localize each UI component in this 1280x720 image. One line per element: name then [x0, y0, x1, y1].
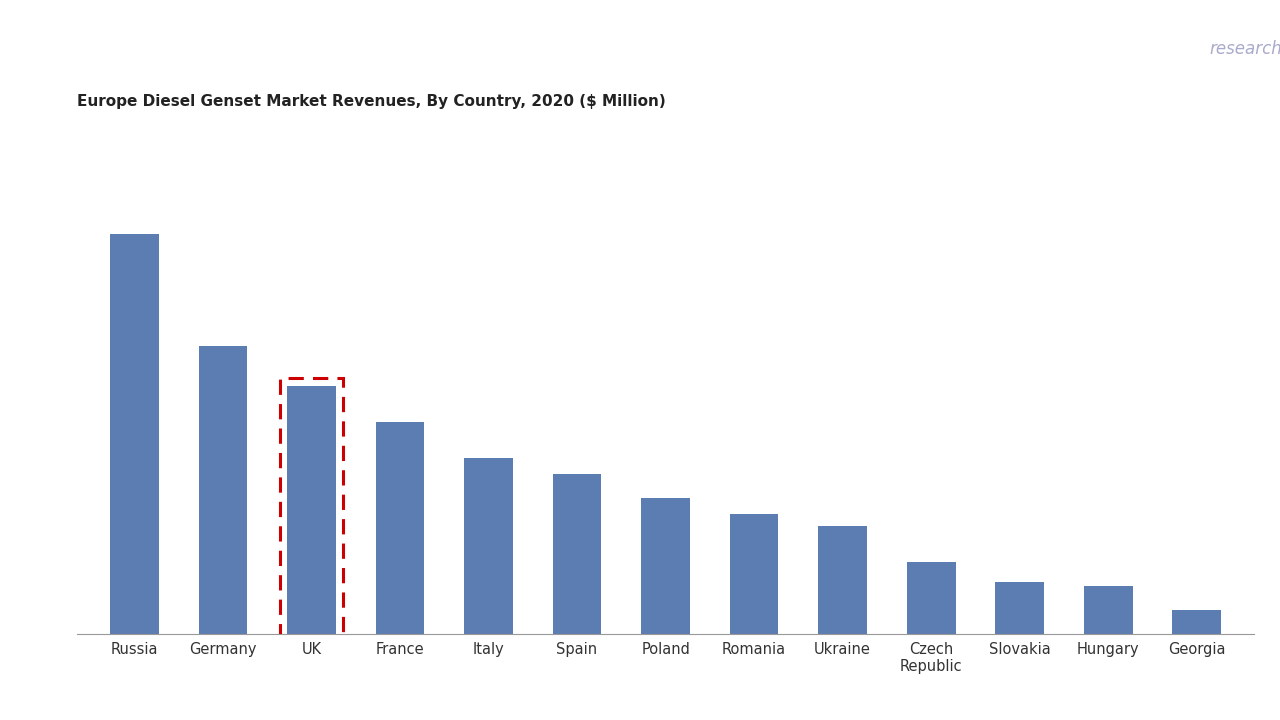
Bar — [818, 526, 867, 634]
Text: Europe Diesel Genset Market Revenues, By Country, 2020 ($ Million): Europe Diesel Genset Market Revenues, By… — [77, 94, 666, 109]
Bar — [1084, 585, 1133, 634]
Text: research: research — [1210, 40, 1280, 58]
Bar — [110, 234, 159, 634]
Bar — [375, 422, 425, 634]
Bar — [1172, 610, 1221, 634]
Bar — [906, 562, 956, 634]
Text: 6W: 6W — [1148, 24, 1222, 66]
Bar — [287, 386, 335, 634]
Bar — [996, 582, 1044, 634]
Bar — [553, 474, 602, 634]
Bar — [198, 346, 247, 634]
Bar — [730, 513, 778, 634]
Bar — [280, 378, 343, 642]
Bar — [641, 498, 690, 634]
Text: Top 13 Countries in Europe Diesel Genset Market: Top 13 Countries in Europe Diesel Genset… — [23, 27, 969, 63]
Bar — [465, 458, 513, 634]
